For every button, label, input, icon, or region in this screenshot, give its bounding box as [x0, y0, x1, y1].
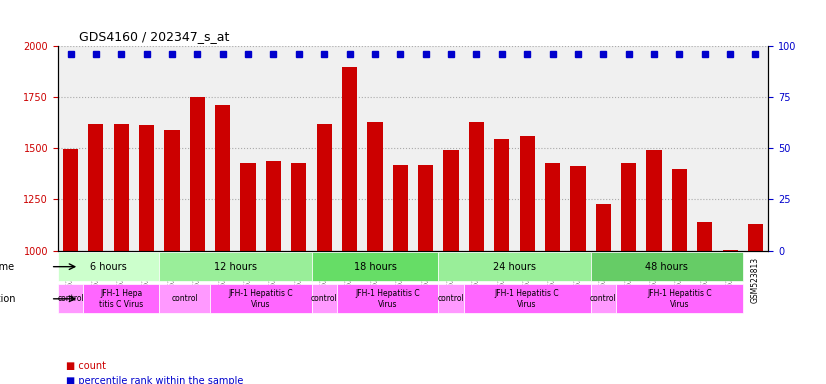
Bar: [292, 163, 306, 384]
FancyBboxPatch shape: [616, 284, 743, 313]
Bar: [88, 124, 103, 384]
Bar: [647, 151, 662, 384]
Bar: [164, 130, 179, 384]
FancyBboxPatch shape: [591, 284, 616, 313]
FancyBboxPatch shape: [439, 284, 463, 313]
Bar: [215, 105, 230, 384]
Bar: [63, 149, 78, 384]
Bar: [392, 165, 408, 384]
Text: control: control: [438, 294, 464, 303]
Bar: [723, 250, 738, 384]
Bar: [469, 122, 484, 384]
FancyBboxPatch shape: [210, 284, 311, 313]
Bar: [672, 169, 687, 384]
Text: 6 hours: 6 hours: [90, 262, 127, 271]
Text: 18 hours: 18 hours: [354, 262, 396, 271]
Text: time: time: [0, 262, 15, 271]
FancyBboxPatch shape: [83, 284, 159, 313]
Text: JFH-1 Hepatitis C
Virus: JFH-1 Hepatitis C Virus: [647, 289, 712, 308]
Text: control: control: [311, 294, 338, 303]
FancyBboxPatch shape: [58, 252, 159, 281]
Bar: [621, 163, 636, 384]
FancyBboxPatch shape: [439, 252, 591, 281]
FancyBboxPatch shape: [58, 284, 83, 313]
Bar: [342, 66, 357, 384]
Bar: [570, 166, 586, 384]
Text: JFH-1 Hepatitis C
Virus: JFH-1 Hepatitis C Virus: [229, 289, 293, 308]
FancyBboxPatch shape: [311, 284, 337, 313]
Text: ■ percentile rank within the sample: ■ percentile rank within the sample: [66, 376, 244, 384]
Text: 12 hours: 12 hours: [214, 262, 257, 271]
Text: JFH-1 Hepatitis C
Virus: JFH-1 Hepatitis C Virus: [495, 289, 559, 308]
Bar: [266, 161, 281, 384]
Text: GDS4160 / 202347_s_at: GDS4160 / 202347_s_at: [79, 30, 230, 43]
FancyBboxPatch shape: [159, 284, 210, 313]
Bar: [545, 163, 560, 384]
FancyBboxPatch shape: [159, 252, 311, 281]
Text: JFH-1 Hepa
titis C Virus: JFH-1 Hepa titis C Virus: [99, 289, 144, 308]
Bar: [494, 139, 510, 384]
Text: JFH-1 Hepatitis C
Virus: JFH-1 Hepatitis C Virus: [355, 289, 420, 308]
Text: control: control: [171, 294, 198, 303]
Bar: [190, 97, 205, 384]
Bar: [139, 125, 154, 384]
FancyBboxPatch shape: [311, 252, 439, 281]
FancyBboxPatch shape: [591, 252, 743, 281]
Text: infection: infection: [0, 294, 15, 304]
Bar: [368, 122, 382, 384]
Bar: [748, 224, 763, 384]
Bar: [316, 124, 332, 384]
FancyBboxPatch shape: [337, 284, 439, 313]
Bar: [520, 136, 534, 384]
FancyBboxPatch shape: [463, 284, 591, 313]
Bar: [418, 165, 434, 384]
Bar: [444, 151, 458, 384]
Text: control: control: [590, 294, 617, 303]
Text: ■ count: ■ count: [66, 361, 106, 371]
Text: control: control: [57, 294, 84, 303]
Text: 48 hours: 48 hours: [645, 262, 688, 271]
Bar: [240, 163, 256, 384]
Bar: [114, 124, 129, 384]
Bar: [697, 222, 712, 384]
Text: 24 hours: 24 hours: [493, 262, 536, 271]
Bar: [596, 204, 611, 384]
